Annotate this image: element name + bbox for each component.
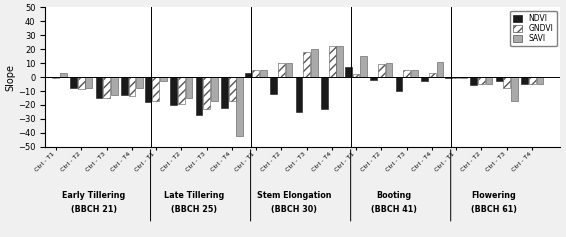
Text: Early Tillering: Early Tillering [62, 191, 126, 201]
Bar [103, 77, 110, 98]
Bar [445, 77, 452, 78]
Bar [321, 77, 328, 109]
Text: (BBCH 61): (BBCH 61) [471, 205, 517, 214]
Bar [152, 77, 159, 101]
Bar [436, 62, 443, 77]
Text: Late Tillering: Late Tillering [164, 191, 224, 201]
Bar [85, 77, 92, 88]
Text: (BBCH 21): (BBCH 21) [71, 205, 117, 214]
Bar [503, 77, 510, 88]
Bar [353, 74, 359, 77]
Bar [511, 77, 518, 101]
Bar [111, 77, 118, 95]
Bar [229, 77, 235, 101]
Bar [160, 77, 167, 81]
Bar [186, 77, 192, 98]
Bar [96, 77, 102, 98]
Bar [78, 77, 84, 89]
Bar [421, 77, 428, 81]
Bar [121, 77, 128, 95]
Bar [128, 77, 135, 96]
Bar [470, 77, 477, 85]
Text: Booting: Booting [376, 191, 411, 201]
Bar [270, 77, 277, 94]
Bar [404, 70, 410, 77]
Bar [286, 63, 292, 77]
Bar [460, 77, 467, 78]
Bar [329, 46, 336, 77]
Legend: NDVI, GNDVI, SAVI: NDVI, GNDVI, SAVI [511, 11, 556, 46]
Bar [278, 63, 285, 77]
Text: (BBCH 41): (BBCH 41) [371, 205, 417, 214]
Bar [370, 77, 377, 80]
Text: (BBCH 25): (BBCH 25) [171, 205, 217, 214]
Bar [496, 77, 503, 81]
Bar [145, 77, 152, 102]
Bar [237, 77, 243, 136]
Text: (BBCH 30): (BBCH 30) [271, 205, 317, 214]
Bar [360, 56, 367, 77]
Bar [311, 49, 318, 77]
Y-axis label: Slope: Slope [5, 64, 15, 91]
Bar [221, 77, 228, 108]
Bar [486, 77, 492, 84]
Bar [170, 77, 177, 105]
Bar [521, 77, 528, 84]
Bar [478, 77, 484, 84]
Bar [303, 52, 310, 77]
Bar [453, 77, 459, 78]
Text: Flowering: Flowering [471, 191, 517, 201]
Bar [136, 77, 143, 88]
Bar [396, 77, 402, 91]
Bar [529, 77, 535, 84]
Bar [211, 77, 218, 101]
Bar [336, 46, 343, 77]
Bar [385, 63, 392, 77]
Bar [53, 77, 59, 78]
Bar [260, 70, 267, 77]
Bar [429, 73, 436, 77]
Bar [378, 64, 385, 77]
Bar [245, 73, 251, 77]
Bar [252, 70, 259, 77]
Bar [178, 77, 185, 104]
Bar [345, 67, 351, 77]
Bar [295, 77, 302, 112]
Bar [196, 77, 203, 115]
Bar [203, 77, 210, 109]
Bar [537, 77, 543, 84]
Bar [60, 73, 67, 77]
Bar [70, 77, 77, 88]
Text: Stem Elongation: Stem Elongation [257, 191, 331, 201]
Bar [411, 70, 418, 77]
